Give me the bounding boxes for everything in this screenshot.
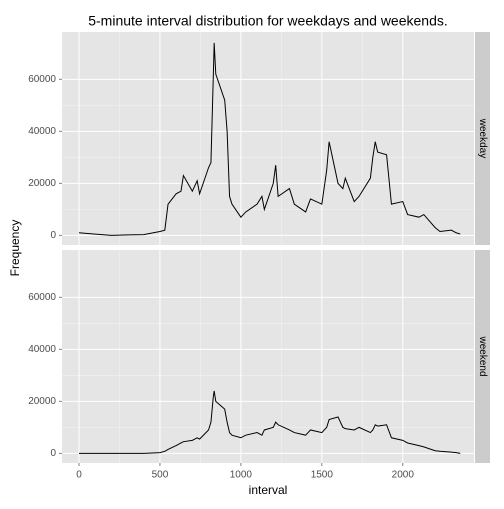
strip-background (475, 250, 490, 463)
panel-background (62, 32, 474, 245)
x-tick-label: 1000 (230, 470, 253, 481)
data-line (79, 390, 461, 454)
y-tick-label: 60000 (28, 74, 56, 85)
y-tick-label: 0 (50, 448, 56, 459)
y-tick-label: 20000 (28, 178, 56, 189)
data-line (78, 42, 461, 236)
x-tick-label: 2000 (392, 470, 415, 481)
y-tick-label: 40000 (28, 344, 56, 355)
y-tick-label: 60000 (28, 292, 56, 303)
y-tick-label: 0 (50, 230, 56, 241)
panel-background (62, 250, 474, 463)
x-tick-label: 1500 (311, 470, 334, 481)
x-tick-label: 500 (152, 470, 169, 481)
chart-title: 5-minute interval distribution for weekd… (88, 13, 448, 29)
x-axis-label: interval (249, 483, 288, 497)
strip-background (475, 32, 490, 245)
y-axis-label: Frequency (8, 220, 22, 277)
y-tick-label: 40000 (28, 126, 56, 137)
strip-label: weekend (477, 335, 488, 376)
strip-label: weekday (477, 118, 488, 158)
x-tick-label: 0 (76, 470, 82, 481)
y-tick-label: 20000 (28, 396, 56, 407)
